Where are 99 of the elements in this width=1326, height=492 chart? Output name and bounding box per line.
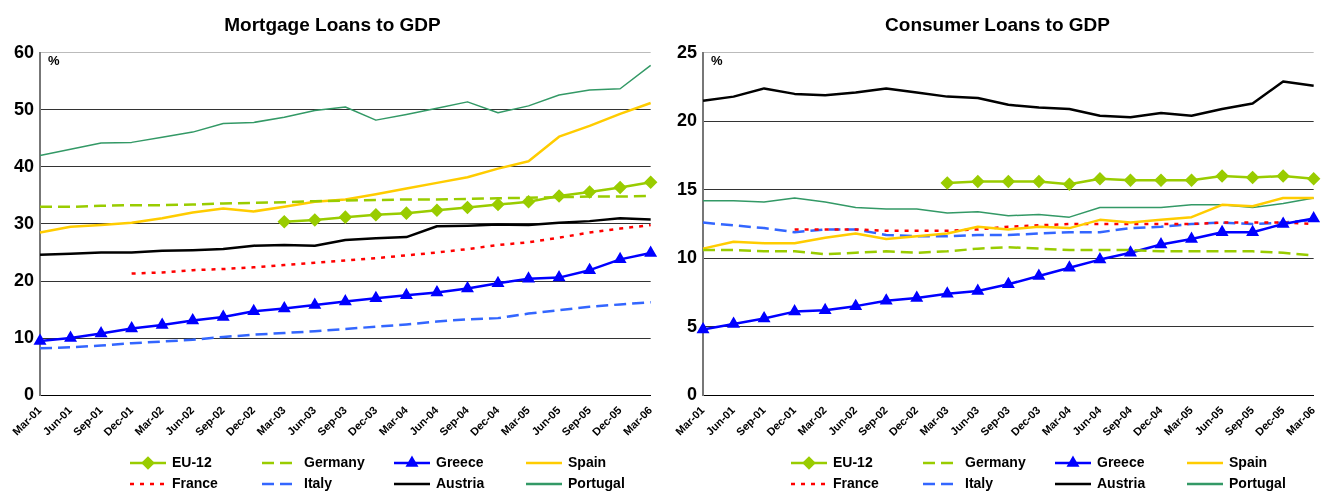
- point: [400, 206, 413, 220]
- y-tick-label: 30: [13, 212, 35, 233]
- point: [1033, 269, 1045, 280]
- point: [972, 284, 984, 295]
- point: [309, 298, 321, 309]
- chart-title: Consumer Loans to GDP: [885, 13, 1111, 35]
- y-tick-label: 5: [687, 315, 698, 336]
- legend-label: Spain: [568, 453, 607, 470]
- point: [1063, 178, 1076, 191]
- point: [971, 175, 985, 188]
- point: [492, 277, 504, 288]
- point: [1246, 171, 1259, 184]
- point: [941, 176, 954, 190]
- legend-label: France: [833, 474, 880, 491]
- point: [339, 210, 352, 224]
- point: [308, 213, 322, 227]
- point: [1063, 261, 1075, 272]
- point: [64, 331, 77, 342]
- point: [880, 294, 892, 305]
- chart-title: Mortgage Loans to GDP: [224, 13, 442, 35]
- legend-label: Spain: [1229, 453, 1268, 470]
- y-tick-label: 20: [676, 110, 698, 131]
- point: [522, 195, 535, 208]
- y-axis-title: %: [48, 52, 61, 68]
- y-tick-label: 0: [687, 384, 698, 405]
- legend-label: Italy: [304, 474, 333, 491]
- point: [1215, 169, 1229, 183]
- point: [1308, 212, 1320, 223]
- y-tick-label: 25: [676, 41, 698, 62]
- y-tick-label: 15: [676, 178, 698, 199]
- y-tick-label: 40: [13, 155, 35, 176]
- point: [339, 295, 351, 306]
- legend-label: Austria: [1097, 474, 1146, 491]
- legend-label: Austria: [436, 474, 485, 491]
- point: [1185, 173, 1198, 187]
- line-series: [38, 300, 652, 350]
- point: [156, 318, 168, 329]
- legend-label: Greece: [1097, 453, 1145, 470]
- y-axis-title: %: [711, 52, 724, 68]
- point: [1124, 173, 1137, 187]
- point: [34, 334, 46, 345]
- point: [1093, 172, 1107, 186]
- point: [1002, 277, 1014, 288]
- point: [1094, 253, 1106, 264]
- point: [1124, 246, 1137, 257]
- point: [126, 322, 138, 333]
- point: [278, 215, 291, 228]
- point: [430, 204, 444, 217]
- point: [1216, 225, 1228, 236]
- point: [217, 310, 229, 321]
- legend-label: France: [172, 474, 219, 491]
- point: [461, 282, 474, 293]
- point: [584, 263, 596, 274]
- point: [850, 299, 862, 310]
- line-series: [130, 223, 652, 275]
- legend-label: EU-12: [833, 453, 873, 470]
- point: [789, 305, 801, 316]
- point: [553, 271, 565, 282]
- y-tick-label: 50: [13, 98, 35, 119]
- point: [727, 317, 740, 328]
- point: [645, 246, 657, 257]
- point: [187, 314, 199, 325]
- point: [491, 198, 505, 211]
- point: [911, 291, 923, 302]
- point: [369, 208, 383, 222]
- y-tick-label: 10: [676, 247, 698, 268]
- point: [552, 189, 566, 203]
- legend-label: EU-12: [172, 453, 212, 470]
- point: [1154, 173, 1168, 187]
- legend-label: Greece: [436, 453, 484, 470]
- point: [697, 323, 709, 334]
- point: [1185, 232, 1198, 243]
- point: [1247, 225, 1259, 236]
- point: [613, 181, 627, 194]
- legend-label: Germany: [304, 453, 365, 470]
- y-tick-label: 60: [13, 41, 35, 62]
- point: [758, 312, 770, 323]
- point: [1032, 175, 1046, 188]
- point: [522, 272, 535, 283]
- point: [1276, 169, 1290, 183]
- point: [95, 327, 107, 338]
- point: [644, 176, 657, 189]
- legend-label: Portugal: [1229, 474, 1286, 491]
- point: [278, 302, 290, 313]
- y-tick-label: 20: [13, 270, 35, 291]
- legend-label: Germany: [965, 453, 1026, 470]
- y-tick-label: 0: [24, 384, 35, 405]
- point: [461, 201, 474, 214]
- point: [941, 287, 953, 298]
- legend-label: Portugal: [568, 474, 625, 491]
- point: [431, 286, 443, 297]
- point: [583, 185, 596, 199]
- point: [1002, 175, 1015, 188]
- legend-label: Italy: [965, 474, 994, 491]
- point: [1277, 217, 1289, 228]
- point: [370, 291, 382, 302]
- point: [1307, 172, 1320, 186]
- y-tick-label: 10: [13, 327, 35, 348]
- point: [1155, 238, 1167, 249]
